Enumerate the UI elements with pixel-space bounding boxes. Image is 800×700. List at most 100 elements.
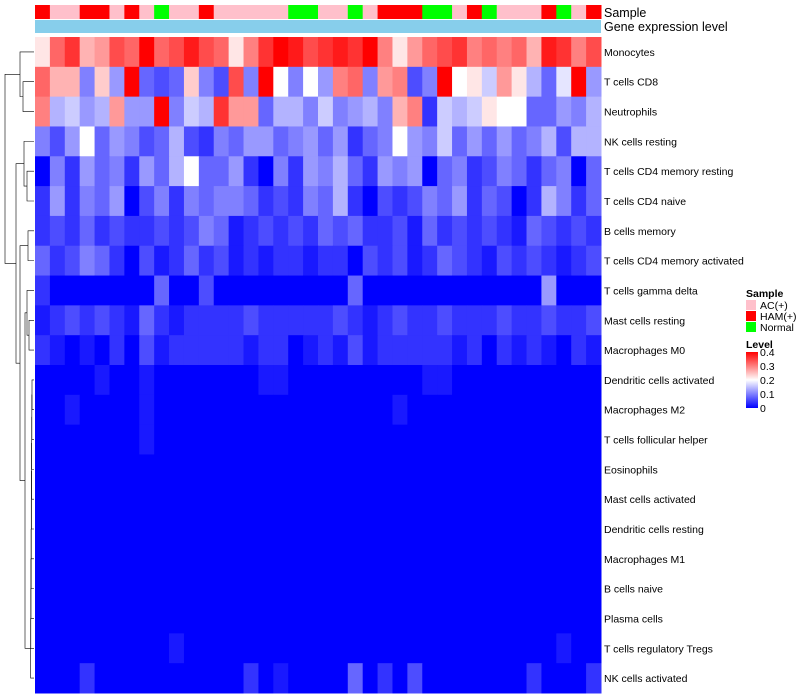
heatmap-cell: [466, 275, 483, 306]
heatmap-cell: [496, 66, 513, 98]
heatmap-cell: [496, 543, 513, 575]
heatmap-cell: [258, 156, 274, 187]
sample-annot-cell: [392, 5, 408, 19]
heatmap-cell: [94, 603, 110, 634]
sample-annot-cell: [332, 5, 349, 19]
heatmap-cell: [392, 394, 408, 426]
heatmap-cell: [571, 603, 587, 634]
heatmap-cell: [377, 37, 393, 68]
heatmap-cell: [198, 573, 215, 605]
heatmap-cell: [556, 663, 572, 694]
heatmap-cell: [64, 245, 81, 277]
heatmap-cell: [258, 484, 274, 515]
heatmap-cell: [556, 96, 572, 127]
heatmap-cell: [154, 96, 170, 127]
heatmap-cell: [377, 126, 393, 157]
heatmap-cell: [526, 573, 542, 605]
heatmap-cell: [571, 305, 587, 336]
heatmap-cell: [332, 215, 349, 247]
heatmap-cell: [213, 156, 230, 187]
heatmap-cell: [407, 424, 423, 455]
heatmap-cell: [243, 186, 259, 217]
heatmap-cell: [377, 245, 393, 277]
heatmap-cell: [64, 275, 81, 306]
heatmap-cell: [586, 215, 602, 247]
heatmap-cell: [183, 394, 200, 426]
heatmap-cell: [303, 37, 319, 68]
heatmap-cell: [258, 335, 274, 366]
heatmap-cell: [392, 603, 408, 634]
heatmap-cell: [258, 633, 274, 664]
heatmap-cell: [79, 573, 96, 605]
heatmap-cell: [183, 126, 200, 157]
heatmap-cell: [526, 245, 542, 277]
sample-annot-cell: [79, 5, 96, 19]
heatmap-cell: [258, 126, 274, 157]
heatmap-cell: [183, 543, 200, 575]
heatmap-cell: [139, 663, 155, 694]
heatmap-cell: [124, 603, 140, 634]
heatmap-cell: [169, 215, 185, 247]
heatmap-cell: [318, 603, 334, 634]
heatmap-cell: [496, 156, 513, 187]
heatmap-cell: [213, 215, 230, 247]
heatmap-cell: [422, 37, 438, 68]
heatmap-cell: [228, 663, 245, 694]
heatmap-cell: [481, 603, 498, 634]
heatmap-cell: [556, 603, 572, 634]
row-label: T cells CD8: [604, 77, 658, 89]
heatmap-cell: [318, 275, 334, 306]
heatmap-cell: [139, 424, 155, 455]
heatmap-cell: [332, 96, 349, 127]
heatmap-cell: [556, 484, 572, 515]
heatmap-cell: [586, 275, 602, 306]
heatmap-cell: [526, 394, 542, 426]
heatmap-cell: [139, 543, 155, 575]
heatmap-cell: [109, 454, 125, 485]
heatmap-cell: [49, 663, 66, 694]
heatmap-cell: [571, 663, 587, 694]
heatmap-cell: [79, 215, 96, 247]
sample-annot-cell: [169, 5, 185, 19]
heatmap-cell: [94, 126, 110, 157]
heatmap-cell: [139, 126, 155, 157]
heatmap-cell: [183, 305, 200, 336]
heatmap-cell: [273, 66, 289, 98]
heatmap-cell: [347, 275, 364, 306]
heatmap-cell: [183, 156, 200, 187]
heatmap-cell: [362, 275, 379, 306]
heatmap-cell: [243, 543, 259, 575]
heatmap-cell: [64, 454, 81, 485]
heatmap-cell: [288, 454, 304, 485]
heatmap-cell: [124, 186, 140, 217]
heatmap-cell: [35, 335, 51, 366]
heatmap-cell: [124, 245, 140, 277]
heatmap-cell: [228, 484, 245, 515]
sample-annot-cell: [109, 5, 125, 19]
heatmap-cell: [407, 484, 423, 515]
heatmap-cell: [303, 484, 319, 515]
heatmap-cell: [407, 543, 423, 575]
heatmap-cell: [377, 305, 393, 336]
heatmap-cell: [94, 66, 110, 98]
heatmap-cell: [94, 156, 110, 187]
heatmap-cell: [586, 454, 602, 485]
heatmap-cell: [541, 394, 557, 426]
heatmap-cell: [392, 275, 408, 306]
heatmap-cell: [586, 335, 602, 366]
heatmap-cell: [392, 663, 408, 694]
heatmap-cell: [303, 96, 319, 127]
heatmap-cell: [422, 186, 438, 217]
heatmap-cell: [541, 454, 557, 485]
heatmap-cell: [49, 454, 66, 485]
heatmap-cell: [213, 186, 230, 217]
heatmap-cell: [571, 454, 587, 485]
heatmap-cell: [407, 633, 423, 664]
sample-legend: Sample AC(+)HAM(+)Normal: [746, 288, 796, 334]
row-label: NK cells activated: [604, 673, 688, 685]
heatmap-cell: [377, 454, 393, 485]
heatmap-cell: [392, 543, 408, 575]
heatmap-cell: [303, 573, 319, 605]
heatmap-cell: [243, 305, 259, 336]
heatmap-cell: [481, 335, 498, 366]
